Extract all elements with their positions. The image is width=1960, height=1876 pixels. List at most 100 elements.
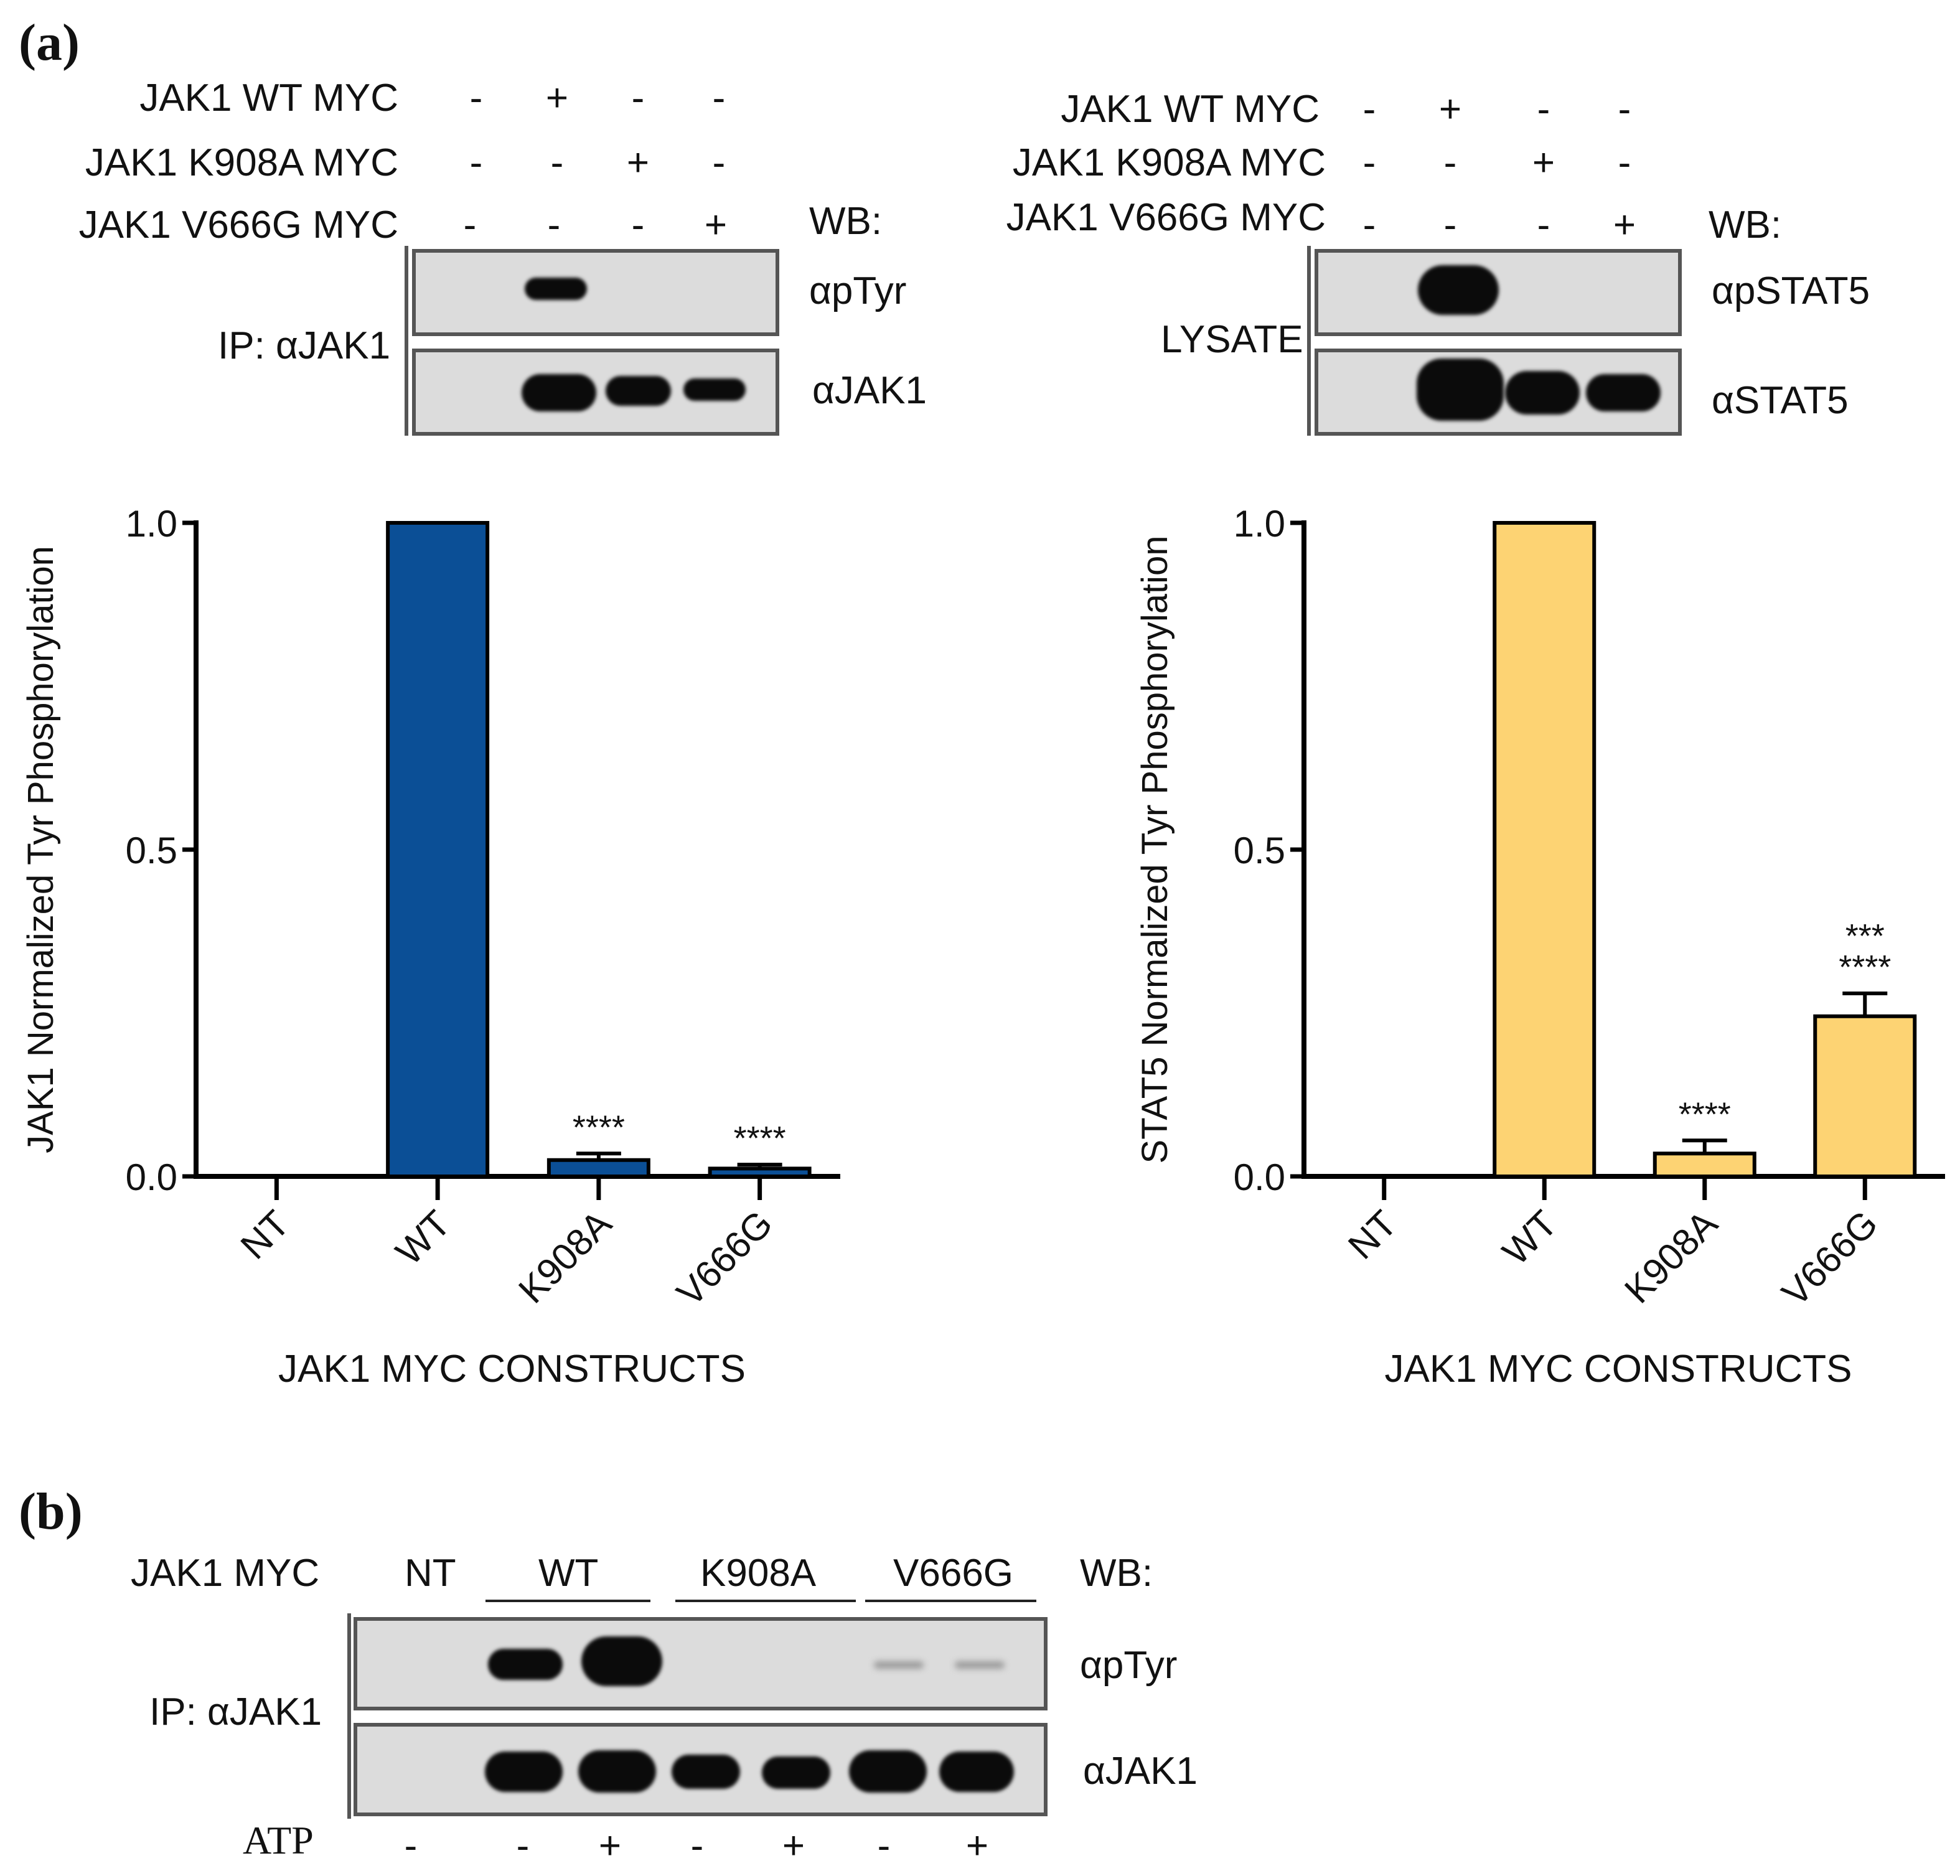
- right-sign: -: [1362, 88, 1376, 131]
- right-sign: -: [1537, 88, 1550, 131]
- atp-sign: -: [690, 1824, 704, 1867]
- significance-label: ****: [573, 1109, 625, 1146]
- right-sign: -: [1537, 204, 1550, 246]
- blot-band: [1417, 359, 1504, 421]
- right-gel-pstat5: [1315, 249, 1682, 336]
- group-label-wt: WT: [538, 1552, 599, 1595]
- x-tick-label: V666G: [1774, 1203, 1885, 1314]
- panel-b-blot-label-jak1: αJAK1: [1083, 1750, 1198, 1793]
- left-blot-label-jak1: αJAK1: [812, 369, 927, 412]
- blot-band: [1418, 265, 1499, 315]
- atp-label: ATP: [243, 1818, 314, 1862]
- left-sign: -: [631, 77, 645, 120]
- y-axis-label: JAK1 Normalized Tyr Phosphorylation: [21, 546, 61, 1153]
- right-sign: -: [1618, 88, 1631, 131]
- panel-a-label: (a): [19, 14, 80, 72]
- left-sign: -: [631, 204, 645, 246]
- y-tick-label: 0.5: [126, 830, 177, 871]
- x-tick-label: V666G: [668, 1203, 780, 1314]
- atp-sign: +: [965, 1824, 989, 1867]
- right-sign: -: [1443, 141, 1457, 184]
- left-sign: -: [550, 141, 564, 184]
- blot-band: [874, 1661, 924, 1669]
- y-tick-label: 1.0: [1234, 503, 1285, 545]
- significance-label: ***: [1845, 917, 1885, 955]
- bar: [386, 521, 490, 1178]
- x-tick-label: NT: [233, 1203, 298, 1267]
- right-sign: -: [1362, 204, 1376, 246]
- right-wb-label: WB:: [1709, 204, 1782, 246]
- blot-band: [488, 1649, 563, 1680]
- panel-b-gel-ptyr: [354, 1617, 1048, 1710]
- x-tick-label: K908A: [1616, 1203, 1725, 1311]
- x-axis-label: JAK1 MYC CONSTRUCTS: [1385, 1348, 1852, 1391]
- left-blot-label-ptyr: αpTyr: [809, 270, 907, 312]
- bar: [546, 1158, 650, 1178]
- blot-band: [525, 278, 587, 300]
- significance-label: ****: [734, 1120, 786, 1157]
- x-tick-label: NT: [1340, 1203, 1405, 1267]
- blot-band: [939, 1752, 1014, 1792]
- left-sign: -: [463, 204, 477, 246]
- right-sign: +: [1613, 204, 1636, 246]
- y-tick-label: 0.0: [126, 1156, 177, 1198]
- left-row-label-wt: JAK1 WT MYC: [139, 77, 398, 120]
- significance-label: ****: [1679, 1095, 1731, 1133]
- left-sign: +: [704, 204, 728, 246]
- left-sign: -: [469, 77, 483, 120]
- right-sign: -: [1618, 141, 1631, 184]
- blot-band: [1586, 374, 1661, 411]
- jak1-bar-chart: 0.0 0.5 1.0 JAK1 Normalized Tyr Phosphoryla…: [21, 503, 840, 1391]
- panel-b-gel-jak1: [354, 1723, 1048, 1816]
- group-label-v666g: V666G: [893, 1552, 1014, 1595]
- bar: [1813, 1014, 1917, 1178]
- blot-band: [683, 378, 746, 401]
- group-label-nt: NT: [405, 1552, 456, 1595]
- y-tick-label: 0.0: [1234, 1156, 1285, 1198]
- x-tick-label: WT: [388, 1203, 458, 1273]
- blot-band: [485, 1752, 563, 1792]
- x-tick-label: WT: [1494, 1203, 1565, 1273]
- blot-band: [606, 376, 671, 406]
- y-tick-label: 1.0: [126, 503, 177, 545]
- significance-label: ****: [1839, 949, 1891, 986]
- right-blot-label-pstat5: αpSTAT5: [1712, 270, 1870, 312]
- atp-sign: -: [516, 1824, 530, 1867]
- left-sign: -: [547, 204, 561, 246]
- panel-b-wb-label: WB:: [1080, 1552, 1153, 1595]
- atp-sign: -: [877, 1824, 891, 1867]
- right-sign: -: [1443, 204, 1457, 246]
- panel-b-blot-label-ptyr: αpTyr: [1080, 1644, 1178, 1687]
- right-sign: -: [1362, 141, 1376, 184]
- right-lysate-label: LYSATE: [1161, 318, 1303, 361]
- right-row-label-wt: JAK1 WT MYC: [1061, 88, 1320, 131]
- left-wb-label: WB:: [809, 200, 883, 243]
- stat5-bar-chart: 0.0 0.5 1.0 STAT5 Normalized Tyr Phosphoryl…: [1135, 503, 1945, 1391]
- blot-band: [955, 1661, 1005, 1669]
- left-gel-jak1: [412, 349, 779, 436]
- left-row-label-k908a: JAK1 K908A MYC: [85, 141, 398, 184]
- left-sign: -: [712, 141, 726, 184]
- blot-band: [672, 1755, 740, 1789]
- left-sign: +: [545, 77, 569, 120]
- blot-band: [581, 1636, 662, 1686]
- left-gel-bracket: [405, 246, 408, 436]
- left-sign: -: [469, 141, 483, 184]
- right-sign: +: [1438, 88, 1462, 131]
- panel-b-gel-bracket: [347, 1613, 351, 1819]
- blot-band: [578, 1750, 656, 1793]
- left-sign: -: [712, 77, 726, 120]
- group-underline: [485, 1600, 650, 1602]
- right-row-label-v666g: JAK1 V666G MYC: [1006, 196, 1326, 239]
- blot-band: [762, 1756, 830, 1789]
- group-underline: [865, 1600, 1036, 1602]
- group-underline: [675, 1600, 856, 1602]
- panel-b-label: (b): [19, 1483, 83, 1541]
- bar: [1653, 1151, 1756, 1178]
- x-tick-label: K908A: [510, 1203, 619, 1311]
- blot-band: [1505, 371, 1580, 415]
- right-gel-stat5: [1315, 349, 1682, 436]
- blot-band: [522, 374, 596, 411]
- left-row-label-v666g: JAK1 V666G MYC: [78, 204, 398, 246]
- right-row-label-k908a: JAK1 K908A MYC: [1012, 141, 1326, 184]
